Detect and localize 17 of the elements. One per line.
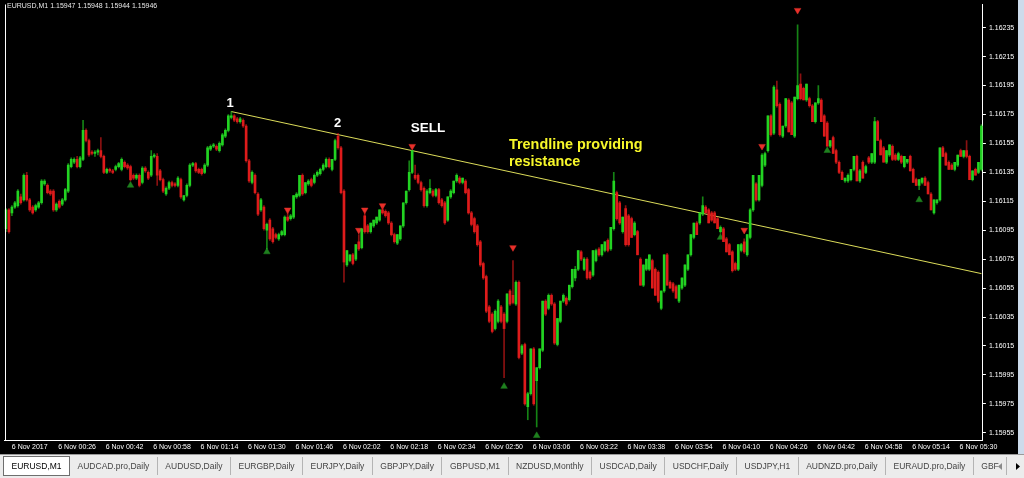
tab: AUDCAD.pro,Daily <box>70 457 158 475</box>
tab: AUDUSD,Daily <box>157 457 231 475</box>
annotation: 2 <box>333 114 342 130</box>
annotation: SELL <box>410 120 446 136</box>
tab: EURAUD.pro,Daily <box>886 457 974 475</box>
annotation: Trendline providing resistance <box>509 135 644 171</box>
tab: USDCHF,Daily <box>665 457 737 475</box>
tab: AUDNZD.pro,Daily <box>798 457 886 475</box>
tab: GBPUSD,M1 <box>442 457 509 475</box>
tab: EURUSD,M1 <box>3 456 71 476</box>
tab: USDJPY,H1 <box>737 457 799 475</box>
annotation: 1 <box>226 94 234 109</box>
tab: EURGBP,Daily <box>231 457 304 475</box>
tab: NZDUSD,Monthly <box>508 457 593 475</box>
tab: USDCAD,Daily <box>592 457 666 475</box>
tab: EURJPY,Daily <box>303 457 373 475</box>
tab: GBPJPY,Daily <box>372 457 443 475</box>
